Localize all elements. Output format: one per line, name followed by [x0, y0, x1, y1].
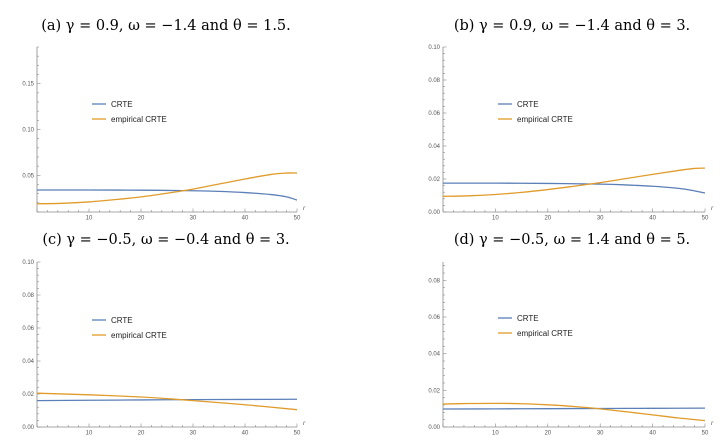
legend-label: empirical CRTE: [517, 115, 573, 124]
y-tick-label: 0.15: [22, 82, 34, 88]
series-line-crte: [442, 182, 706, 194]
legend-label: CRTE: [111, 100, 133, 109]
x-axis-label: r: [711, 420, 714, 427]
y-tick-label: 0.10: [22, 128, 34, 134]
y-tick-label: 0.00: [428, 425, 440, 431]
chart-panel-4: (d) γ = −0.5, ω = 1.4 and θ = 5. 10 20 30 40…: [428, 232, 714, 437]
x-tick-label: 40: [242, 431, 249, 437]
y-tick-label: 0.05: [22, 173, 34, 179]
y-tick-label: 0.04: [428, 352, 440, 358]
chart-panel-1: (a) γ = 0.9, ω = −1.4 and θ = 1.5. 10 20 30…: [22, 18, 306, 222]
chart-title: (c) γ = −0.5, ω = −0.4 and θ = 3.: [42, 232, 289, 248]
x-tick-label: 40: [649, 216, 656, 222]
x-tick-label: 50: [702, 431, 709, 437]
x-axis-label: r: [303, 205, 306, 212]
y-tick-label: 0.02: [22, 392, 34, 398]
x-tick-label: 10: [492, 431, 499, 437]
x-tick-label: 20: [544, 216, 551, 222]
x-tick-label: 10: [492, 216, 499, 222]
y-tick-label: 0.06: [428, 315, 440, 321]
series-line-empirical-crte: [36, 172, 298, 205]
series-line-crte: [36, 189, 298, 201]
chart-title: (d) γ = −0.5, ω = 1.4 and θ = 5.: [454, 232, 690, 248]
x-tick-label: 40: [649, 431, 656, 437]
chart-panel-3: (c) γ = −0.5, ω = −0.4 and θ = 3. 10 20 30 4…: [22, 232, 306, 437]
x-tick-label: 50: [294, 431, 301, 437]
y-tick-label: 0.02: [428, 177, 440, 183]
y-tick-label: 0.02: [428, 388, 440, 394]
x-tick-label: 30: [597, 216, 604, 222]
y-tick-label: 0.04: [22, 359, 34, 365]
y-tick-label: 0.04: [428, 144, 440, 150]
series-line-crte: [36, 398, 298, 402]
series-line-empirical-crte: [36, 392, 298, 411]
legend-label: CRTE: [517, 314, 539, 323]
y-tick-label: 0.10: [428, 45, 440, 51]
x-tick-label: 20: [544, 431, 551, 437]
legend-label: empirical CRTE: [111, 331, 167, 340]
series-line-empirical-crte: [442, 402, 706, 422]
y-tick-label: 0.08: [22, 293, 34, 299]
x-tick-label: 30: [597, 431, 604, 437]
legend-label: CRTE: [517, 100, 539, 109]
chart-panel-2: (b) γ = 0.9, ω = −1.4 and θ = 3. 10 20 30 40…: [428, 18, 714, 222]
x-tick-label: 30: [190, 431, 197, 437]
x-axis-label: r: [711, 205, 714, 212]
series-line-crte: [442, 407, 706, 410]
x-tick-label: 20: [138, 431, 145, 437]
legend-label: empirical CRTE: [111, 115, 167, 124]
legend-label: empirical CRTE: [517, 329, 573, 338]
x-tick-label: 10: [86, 216, 93, 222]
y-tick-label: 0.08: [428, 78, 440, 84]
y-tick-label: 0.06: [428, 111, 440, 117]
y-tick-label: 0.00: [428, 210, 440, 216]
y-tick-label: 0.06: [22, 326, 34, 332]
x-tick-label: 10: [86, 431, 93, 437]
x-tick-label: 30: [190, 216, 197, 222]
legend-label: CRTE: [111, 316, 133, 325]
y-tick-label: 0.00: [22, 425, 34, 431]
y-tick-label: 0.08: [428, 278, 440, 284]
y-tick-label: 0.10: [22, 260, 34, 266]
chart-title: (a) γ = 0.9, ω = −1.4 and θ = 1.5.: [41, 18, 291, 34]
x-tick-label: 40: [242, 216, 249, 222]
series-line-empirical-crte: [442, 167, 706, 197]
x-tick-label: 20: [138, 216, 145, 222]
chart-title: (b) γ = 0.9, ω = −1.4 and θ = 3.: [454, 18, 690, 34]
x-tick-label: 50: [294, 216, 301, 222]
x-tick-label: 50: [702, 216, 709, 222]
x-axis-label: r: [303, 420, 306, 427]
